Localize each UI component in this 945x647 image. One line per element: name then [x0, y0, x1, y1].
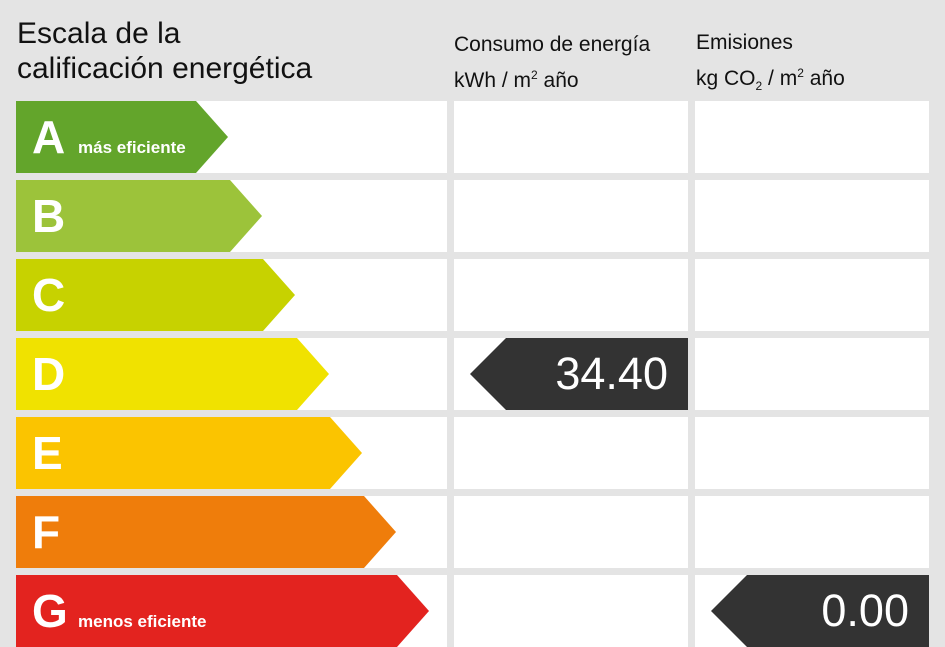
rating-row-e: E	[0, 417, 945, 489]
rating-arrow-e: E	[16, 417, 362, 489]
rating-arrow-d: D	[16, 338, 329, 410]
rating-row-c: C	[0, 259, 945, 331]
energy-cell	[454, 180, 688, 252]
rating-arrow-f: F	[16, 496, 396, 568]
energy-cell: 34.40	[454, 338, 688, 410]
emissions-header-unit: kg CO2 / m2 año	[696, 66, 845, 93]
marker-value: 0.00	[821, 585, 909, 636]
rating-label-cell: F	[16, 496, 447, 568]
rating-sublabel: menos eficiente	[78, 612, 207, 631]
energy-column-header: Consumo de energía kWh / m2 año	[454, 30, 650, 96]
rating-arrow-c: C	[16, 259, 295, 331]
emissions-cell	[695, 417, 929, 489]
energy-consumption-marker: 34.40	[470, 338, 688, 410]
marker-value: 34.40	[555, 348, 668, 399]
energy-cell	[454, 259, 688, 331]
rating-label-cell: D	[16, 338, 447, 410]
scale-title: Escala de la calificación energética	[17, 16, 312, 86]
rating-letter: C	[32, 269, 66, 321]
rating-label-cell: E	[16, 417, 447, 489]
energy-cell	[454, 496, 688, 568]
rating-label-cell: C	[16, 259, 447, 331]
rating-row-d: D 34.40	[0, 338, 945, 410]
energy-header-label: Consumo de energía	[454, 33, 651, 56]
energy-cell	[454, 101, 688, 173]
emissions-cell	[695, 338, 929, 410]
emissions-cell	[695, 101, 929, 173]
emissions-header-label: Emisiones	[696, 31, 793, 54]
emissions-cell: 0.00	[695, 575, 929, 647]
emissions-marker: 0.00	[711, 575, 929, 647]
rating-letter: B	[32, 190, 66, 242]
rating-row-b: B	[0, 180, 945, 252]
rating-sublabel: más eficiente	[78, 138, 186, 157]
rating-letter: A	[32, 111, 66, 163]
emissions-cell	[695, 180, 929, 252]
rating-letter: E	[32, 427, 63, 479]
rating-letter: G	[32, 585, 68, 637]
scale-title-line-1: Escala de la	[17, 17, 181, 50]
rating-row-f: F	[0, 496, 945, 568]
energy-header-unit: kWh / m2 año	[454, 68, 579, 92]
rating-label-cell: B	[16, 180, 447, 252]
energy-cell	[454, 575, 688, 647]
rating-arrow-b: B	[16, 180, 262, 252]
rating-letter: D	[32, 348, 66, 400]
emissions-cell	[695, 496, 929, 568]
energy-cell	[454, 417, 688, 489]
emissions-cell	[695, 259, 929, 331]
rating-letter: F	[32, 506, 61, 558]
emissions-column-header: Emisiones kg CO2 / m2 año	[696, 28, 845, 101]
scale-title-line-2: calificación energética	[17, 52, 313, 85]
